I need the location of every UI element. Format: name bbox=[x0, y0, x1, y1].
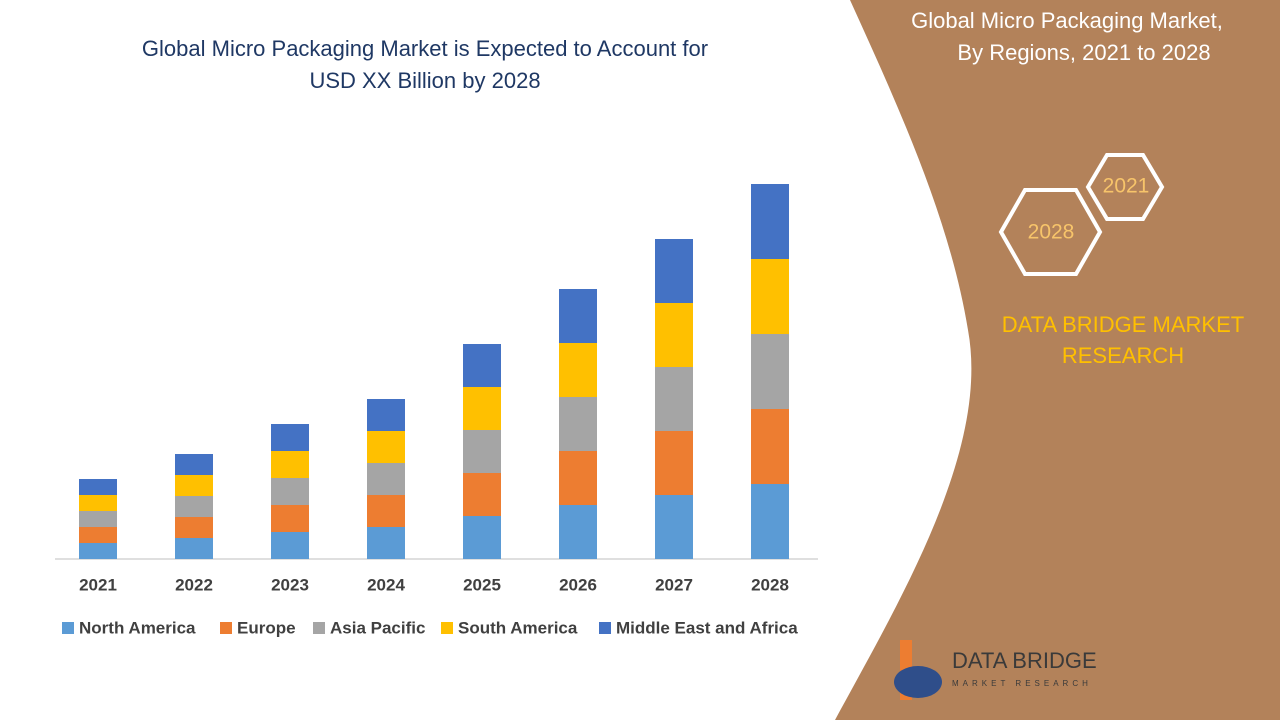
legend-swatch bbox=[313, 622, 325, 634]
bar-segment bbox=[463, 344, 501, 387]
legend-label: Asia Pacific bbox=[330, 618, 425, 637]
legend-label: Europe bbox=[237, 618, 296, 637]
bar-segment bbox=[655, 495, 693, 559]
bar-segment bbox=[751, 184, 789, 259]
bar-segment bbox=[367, 399, 405, 431]
bar-segment bbox=[79, 495, 117, 511]
bar-segment bbox=[463, 516, 501, 559]
hex-label: 2028 bbox=[1028, 221, 1075, 244]
bar-segment bbox=[175, 454, 213, 475]
hex-label: 2021 bbox=[1103, 175, 1150, 198]
bar-segment bbox=[271, 532, 309, 559]
bar-segment bbox=[655, 239, 693, 303]
x-tick-label: 2021 bbox=[79, 575, 117, 594]
bar-segment bbox=[559, 343, 597, 397]
bar-segment bbox=[175, 517, 213, 538]
legend-swatch bbox=[220, 622, 232, 634]
bar-segment bbox=[463, 387, 501, 430]
bar-segment bbox=[79, 527, 117, 543]
legend-label: Middle East and Africa bbox=[616, 618, 798, 637]
bar-segment bbox=[271, 505, 309, 532]
bar-segment bbox=[175, 496, 213, 517]
x-tick-label: 2024 bbox=[367, 575, 405, 594]
bar-segment bbox=[175, 538, 213, 559]
x-tick-label: 2027 bbox=[655, 575, 693, 594]
logo-icon bbox=[894, 666, 942, 698]
bar-segment bbox=[79, 511, 117, 527]
x-tick-label: 2023 bbox=[271, 575, 309, 594]
legend-swatch bbox=[62, 622, 74, 634]
logo-tagline: MARKET RESEARCH bbox=[952, 679, 1092, 688]
bar-segment bbox=[175, 475, 213, 496]
bar-segment bbox=[559, 397, 597, 451]
bar-segment bbox=[655, 303, 693, 367]
panel-title: By Regions, 2021 to 2028 bbox=[957, 40, 1210, 65]
bar-segment bbox=[559, 505, 597, 559]
brand-text: DATA BRIDGE MARKET bbox=[1002, 312, 1244, 337]
x-tick-label: 2026 bbox=[559, 575, 597, 594]
bar-segment bbox=[367, 463, 405, 495]
bar-segment bbox=[559, 451, 597, 505]
bar-segment bbox=[367, 495, 405, 527]
hexagon bbox=[998, 188, 1103, 276]
panel-title: Global Micro Packaging Market, bbox=[911, 8, 1223, 33]
bar-segment bbox=[271, 451, 309, 478]
bar-segment bbox=[751, 334, 789, 409]
bar-segment bbox=[559, 289, 597, 343]
bar-segment bbox=[271, 478, 309, 505]
hexagon bbox=[1085, 153, 1165, 221]
bar-segment bbox=[79, 543, 117, 559]
bar-segment bbox=[367, 527, 405, 559]
bar-segment bbox=[79, 479, 117, 495]
x-tick-label: 2028 bbox=[751, 575, 789, 594]
bar-segment bbox=[655, 367, 693, 431]
bar-segment bbox=[463, 473, 501, 516]
legend-label: North America bbox=[79, 618, 196, 637]
logo: DATA BRIDGE MARKET RESEARCH bbox=[894, 640, 1097, 700]
bar-segment bbox=[751, 409, 789, 484]
legend-swatch bbox=[441, 622, 453, 634]
logo-name: DATA BRIDGE bbox=[952, 648, 1097, 673]
x-tick-label: 2025 bbox=[463, 575, 501, 594]
bar-segment bbox=[751, 484, 789, 559]
bar-segment bbox=[463, 430, 501, 473]
bar-segment bbox=[271, 424, 309, 451]
legend-label: South America bbox=[458, 618, 578, 637]
chart-subtitle: USD XX Billion by 2028 bbox=[309, 68, 540, 93]
x-tick-label: 2022 bbox=[175, 575, 213, 594]
brand-text: RESEARCH bbox=[1062, 343, 1184, 368]
bar-segment bbox=[367, 431, 405, 463]
legend-swatch bbox=[599, 622, 611, 634]
bar-segment bbox=[751, 259, 789, 334]
bar-segment bbox=[655, 431, 693, 495]
chart-title: Global Micro Packaging Market is Expecte… bbox=[142, 36, 708, 61]
side-panel bbox=[835, 0, 1280, 720]
